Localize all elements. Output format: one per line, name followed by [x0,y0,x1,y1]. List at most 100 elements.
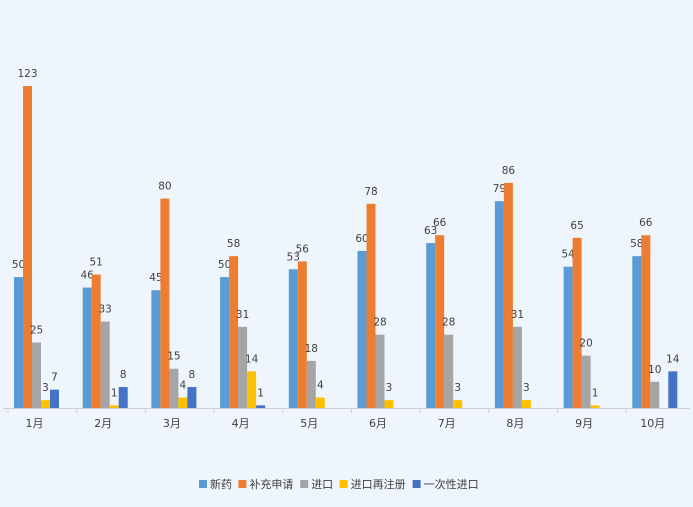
legend-label: 补充申请 [249,477,293,491]
bar-一次性进口-10月 [668,371,678,408]
data-label: 50 [12,259,25,271]
data-label: 78 [364,186,377,198]
data-label: 123 [17,68,37,80]
bar-新药-3月 [151,290,161,408]
data-label: 1 [592,387,599,399]
bar-进口再注册-6月 [384,400,394,408]
bar-一次性进口-1月 [50,389,59,408]
bar-新药-6月 [357,250,367,408]
data-label: 3 [454,382,461,394]
x-tick-label: 4月 [232,417,250,430]
x-tick-label: 9月 [575,417,593,430]
bar-进口再注册-2月 [109,405,119,408]
data-label: 56 [296,243,310,255]
data-label: 50 [218,259,231,271]
legend-swatch [300,480,309,488]
bar-新药-9月 [563,266,573,408]
data-label: 65 [570,220,583,232]
data-label: 3 [42,382,49,394]
data-label: 31 [236,309,249,321]
bar-一次性进口-3月 [187,387,197,408]
data-label: 80 [158,181,171,193]
data-label: 54 [561,249,575,261]
data-label: 79 [493,183,506,195]
bar-进口-1月 [32,342,41,408]
bar-进口再注册-8月 [521,400,531,408]
data-label: 1 [111,387,118,399]
data-label: 58 [227,238,240,250]
x-tick-label: 6月 [369,417,387,430]
x-tick-label: 8月 [506,417,524,430]
bar-新药-5月 [288,269,298,408]
data-label: 45 [149,272,162,284]
data-label: 25 [30,325,43,337]
bar-进口-3月 [169,368,179,408]
legend-swatch [199,480,207,488]
legend-label: 一次性进口 [424,477,479,491]
x-tick-label: 10月 [640,417,665,430]
bar-补充申请-7月 [435,235,445,408]
bar-进口-5月 [306,360,316,408]
bar-补充申请-2月 [91,274,101,408]
x-tick-label: 1月 [26,417,44,430]
bar-进口-8月 [512,326,522,408]
x-tick-label: 2月 [94,417,112,430]
bar-新药-10月 [632,256,642,408]
bar-补充申请-3月 [160,198,170,408]
bar-一次性进口-4月 [256,405,266,408]
bar-进口再注册-1月 [41,400,50,408]
bar-补充申请-4月 [229,256,239,408]
legend-label: 进口再注册 [351,477,406,491]
bar-新药-7月 [426,243,436,408]
data-label: 18 [305,343,318,355]
legend-swatch [412,480,421,488]
legend-swatch [339,480,348,488]
data-label: 66 [433,217,447,229]
data-label: 1 [257,387,264,399]
bar-进口再注册-5月 [315,397,325,408]
bar-新药-1月 [14,277,23,408]
bar-一次性进口-2月 [118,387,128,408]
data-label: 28 [373,317,386,329]
bar-进口-2月 [100,321,110,408]
bar-进口再注册-4月 [247,371,257,408]
data-label: 8 [189,369,196,381]
bar-补充申请-6月 [366,203,376,408]
legend-label: 新药 [210,477,232,491]
data-label: 3 [523,382,530,394]
bar-新药-4月 [220,277,230,408]
data-label: 46 [81,270,95,282]
bar-进口再注册-7月 [453,400,463,408]
x-tick-label: 7月 [438,417,456,430]
data-label: 7 [51,372,58,384]
bar-补充申请-10月 [641,235,651,408]
bar-新药-2月 [82,287,92,408]
bar-新药-8月 [494,201,504,408]
data-label: 53 [287,251,300,263]
data-label: 51 [90,256,103,268]
bar-进口再注册-9月 [590,405,600,408]
data-label: 4 [180,380,187,392]
bar-进口-4月 [238,326,248,408]
data-label: 4 [317,380,324,392]
bar-进口再注册-3月 [178,397,188,408]
data-label: 58 [630,238,643,250]
data-label: 3 [386,382,393,394]
data-label: 8 [120,369,127,381]
data-label: 14 [666,353,680,365]
data-label: 14 [245,353,259,365]
data-label: 28 [442,317,455,329]
data-label: 20 [579,338,592,350]
data-label: 31 [511,309,524,321]
bar-进口-7月 [444,334,454,408]
data-label: 60 [355,233,368,245]
bar-补充申请-8月 [503,182,513,408]
x-tick-label: 5月 [300,417,318,430]
legend-swatch [238,480,247,488]
bar-进口-10月 [650,381,660,408]
data-label: 15 [167,351,180,363]
bar-进口-9月 [581,355,591,408]
bar-进口-6月 [375,334,385,408]
